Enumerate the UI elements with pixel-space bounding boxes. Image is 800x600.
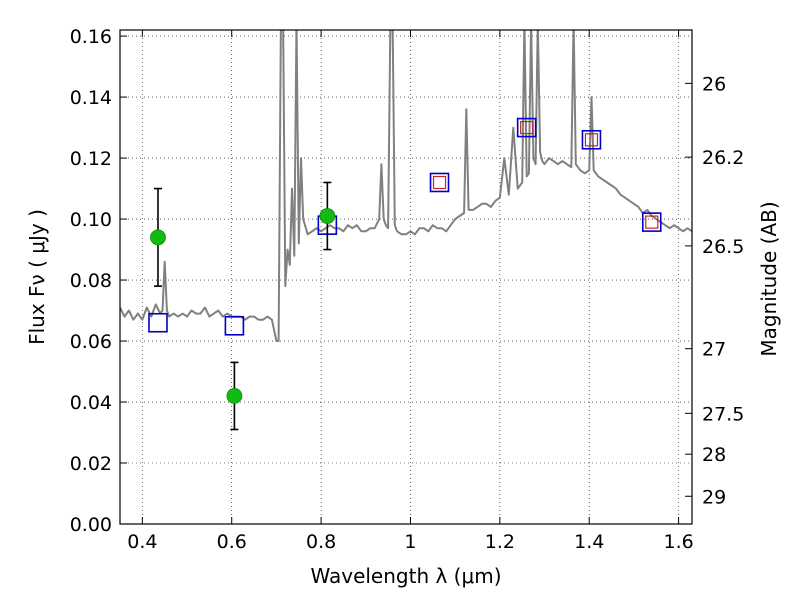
y-tick-label: 0.12: [70, 148, 112, 170]
y-tick-label: 0.04: [70, 392, 112, 414]
y-axis: 0.00 0.02 0.04 0.06 0.08 0.10 0.12 0.14 0.16: [70, 26, 127, 536]
blue-model-square: [641, 212, 662, 232]
blue-model-square: [429, 172, 450, 193]
x-tick-label: 1.4: [574, 531, 604, 553]
y2-tick-label: 27: [702, 339, 726, 361]
y-tick-label: 0.06: [70, 331, 112, 353]
x-axis-label: Wavelength λ (μm): [310, 564, 501, 588]
spectrum-line: [120, 30, 692, 342]
plot-frame: [119, 29, 693, 525]
y2-tick-label: 29: [702, 486, 726, 508]
blue-model-square: [516, 117, 537, 138]
red-model-square: [645, 215, 659, 229]
x-tick-label: 1.2: [485, 531, 515, 553]
x-tick-label: 0.8: [306, 531, 336, 553]
x-tick-label: 1.6: [663, 531, 693, 553]
markers-layer: [148, 117, 662, 431]
y2-axis-label: Magnitude (AB): [757, 201, 781, 356]
y-axis-label: Flux Fν ( μJy ): [25, 209, 49, 345]
y2-tick-label: 28: [702, 444, 726, 466]
blue-model-square: [581, 129, 602, 150]
y2-tick-label: 26.2: [702, 147, 744, 169]
y2-tick-label: 26: [702, 73, 726, 95]
y-tick-label: 0.16: [70, 26, 112, 48]
y-tick-label: 0.00: [70, 514, 112, 536]
y-tick-label: 0.14: [70, 87, 112, 109]
y-tick-label: 0.08: [70, 270, 112, 292]
y-tick-label: 0.10: [70, 209, 112, 231]
observed-data-point: [226, 388, 243, 404]
y-tick-label: 0.02: [70, 453, 112, 475]
x-tick-label: 0.4: [127, 531, 157, 553]
x-tick-label: 0.6: [217, 531, 247, 553]
blue-model-square: [224, 315, 245, 336]
red-model-square: [520, 120, 534, 135]
observed-data-point: [319, 208, 336, 224]
red-model-square: [584, 133, 599, 147]
blue-model-square: [148, 312, 168, 333]
y2-axis: 26 26.2 26.5 27 27.5 28 29: [685, 73, 744, 508]
observed-data-point: [150, 229, 166, 246]
red-model-square: [432, 175, 447, 190]
spectrum-layer: [120, 30, 692, 342]
y2-tick-label: 27.5: [702, 403, 744, 425]
y2-tick-label: 26.5: [702, 236, 744, 258]
x-tick-label: 1: [404, 531, 416, 553]
x-axis: 0.4 0.6 0.8 1 1.2 1.4 1.6: [127, 30, 694, 553]
